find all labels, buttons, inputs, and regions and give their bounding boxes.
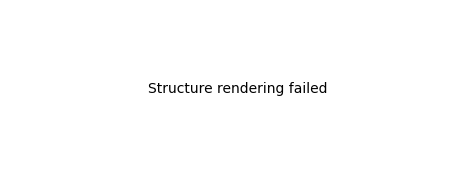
Text: Structure rendering failed: Structure rendering failed: [148, 82, 327, 96]
